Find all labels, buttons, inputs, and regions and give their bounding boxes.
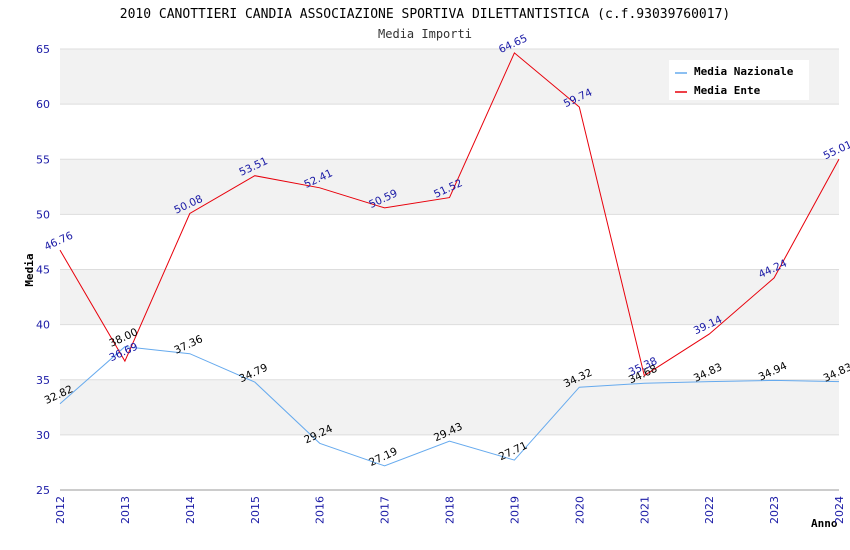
x-tick-label: 2019 [508, 496, 521, 524]
x-tick-label: 2023 [768, 496, 781, 524]
plot-bands [60, 49, 839, 490]
x-tick-label: 2012 [54, 496, 67, 524]
x-axis-label: Anno [811, 517, 838, 530]
y-tick-label: 60 [36, 98, 50, 111]
legend: Media Nazionale Media Ente [669, 60, 809, 100]
plot-band [60, 434, 839, 490]
series-lines [59, 52, 840, 467]
y-tick-label: 65 [36, 43, 50, 56]
x-tick-label: 2018 [444, 496, 457, 524]
x-tick-label: 2021 [638, 496, 651, 524]
y-tick-label: 25 [36, 484, 50, 497]
plot-band [60, 379, 839, 435]
y-axis-label: Media [23, 253, 36, 286]
plot-band [60, 214, 839, 270]
y-tick-label: 50 [36, 208, 50, 221]
y-tick-label: 35 [36, 374, 50, 387]
chart-subtitle: Media Importi [378, 27, 472, 41]
plot-band [60, 269, 839, 325]
x-tick-label: 2020 [573, 496, 586, 524]
y-tick-label: 40 [36, 319, 50, 332]
legend-box [669, 60, 809, 100]
y-tick-label: 45 [36, 264, 50, 277]
x-tick-label: 2017 [379, 496, 392, 524]
plot-band [60, 159, 839, 215]
x-tick-label: 2014 [184, 496, 197, 524]
y-axis-ticks: 25 30 35 40 45 50 55 60 65 [36, 43, 50, 497]
x-tick-label: 2015 [249, 496, 262, 524]
x-axis-ticks: 2012 2013 2014 2015 2016 2017 2018 2019 2020 2021… [54, 496, 846, 524]
legend-label-ente: Media Ente [694, 84, 761, 97]
y-tick-label: 30 [36, 429, 50, 442]
x-tick-label: 2024 [833, 496, 846, 524]
chart-title: 2010 CANOTTIERI CANDIA ASSOCIAZIONE SPOR… [120, 7, 730, 22]
y-tick-label: 55 [36, 153, 50, 166]
legend-label-nazionale: Media Nazionale [694, 65, 794, 78]
plot-band [60, 104, 839, 160]
x-tick-label: 2022 [703, 496, 716, 524]
series-line-nazionale [59, 346, 840, 467]
x-tick-label: 2016 [314, 496, 327, 524]
series-line-ente [59, 52, 840, 377]
x-tick-label: 2013 [119, 496, 132, 524]
